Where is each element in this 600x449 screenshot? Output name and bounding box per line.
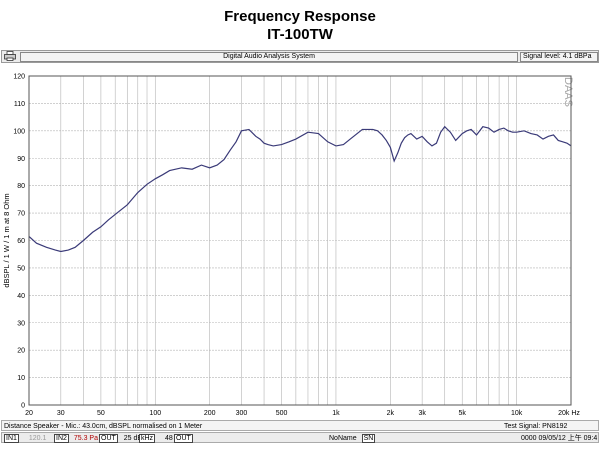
in1-value: 120.1: [28, 435, 47, 442]
khz-button[interactable]: kHz: [139, 434, 156, 443]
printer-icon[interactable]: [4, 51, 16, 61]
signal-level: Signal level: 4.1 dBPa: [520, 52, 598, 62]
y-tick-label: 30: [17, 320, 25, 327]
x-tick-label: 200: [204, 410, 216, 417]
y-tick-label: 70: [17, 211, 25, 218]
y-tick-label: 10: [17, 375, 25, 382]
in1-button[interactable]: IN1: [4, 434, 19, 443]
y-tick-label: 60: [17, 238, 25, 245]
y-tick-label: 50: [17, 265, 25, 272]
grid: [29, 75, 571, 406]
status-bar-bottom: IN1 120.1 IN2 75.3 Pa OUT 25 dB kHz 48 O…: [1, 432, 599, 443]
test-signal: Test Signal: PN8192: [504, 423, 568, 430]
in2-value: 75.3 Pa: [73, 435, 98, 442]
sn-button[interactable]: SN: [361, 434, 376, 443]
name-label: NoName: [329, 435, 357, 442]
y-tick-label: 0: [21, 403, 25, 410]
x-tick-label: 3k: [418, 410, 426, 417]
x-tick-label: 300: [236, 410, 248, 417]
x-tick-label: 500: [276, 410, 288, 417]
chart-title: Frequency Response: [224, 8, 376, 25]
y-tick-label: 80: [17, 183, 25, 190]
y-tick-label: 100: [13, 128, 25, 135]
x-tick-labels: 20 30 50 100 200 300 500 1k 2k 3k 5k 10k 20k Hz: [25, 410, 580, 417]
out2-button[interactable]: OUT: [174, 434, 193, 443]
distance-info: Distance Speaker - Mic.: 43.0cm, dBSPL n…: [4, 423, 203, 430]
x-tick-label: 50: [97, 410, 105, 417]
status-bar-top: Distance Speaker - Mic.: 43.0cm, dBSPL n…: [1, 420, 599, 431]
x-tick-label: 20k Hz: [558, 410, 580, 417]
x-tick-label: 30: [57, 410, 65, 417]
watermark: DAAS: [562, 77, 574, 107]
x-tick-label: 5k: [459, 410, 467, 417]
x-tick-label: 10k: [511, 410, 523, 417]
datetime: 0000 09/05/12 上午 09:4: [521, 435, 598, 442]
series-line: [28, 125, 572, 253]
y-tick-label: 20: [17, 348, 25, 355]
system-label: Digital Audio Analysis System: [20, 52, 518, 62]
x-tick-label: 20: [25, 410, 33, 417]
khz-value: 48: [165, 435, 173, 442]
y-tick-label: 110: [14, 101, 25, 108]
out-button[interactable]: OUT: [99, 434, 118, 443]
x-tick-label: 1k: [332, 410, 340, 417]
y-tick-label: 120: [13, 74, 25, 81]
y-tick-label: 90: [17, 156, 25, 163]
chart-subtitle: IT-100TW: [267, 26, 333, 43]
plot-frame: [28, 75, 572, 406]
y-tick-labels: 0 10 20 30 40 50 60 70 80 90 100 110 120: [13, 74, 25, 410]
in2-button[interactable]: IN2: [54, 434, 69, 443]
y-axis-label: dBSPL / 1 W / 1 m at 8 Ohm: [2, 193, 11, 287]
x-tick-label: 2k: [387, 410, 395, 417]
x-tick-label: 100: [149, 410, 161, 417]
y-tick-label: 40: [17, 293, 25, 300]
out-value: 25 dB: [123, 435, 143, 442]
